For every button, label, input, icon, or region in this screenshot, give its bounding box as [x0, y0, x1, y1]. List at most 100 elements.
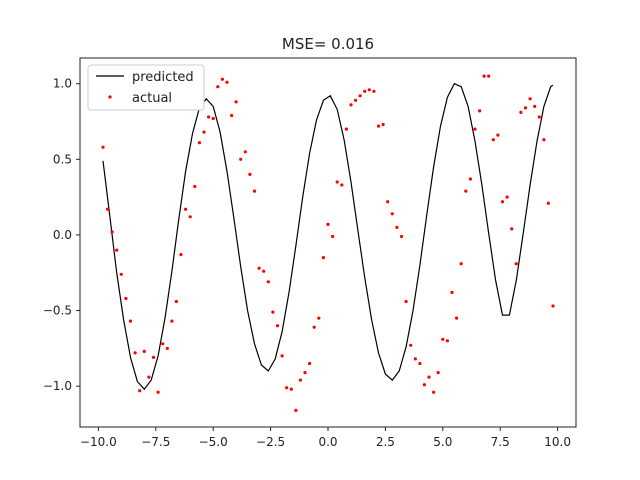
data-point-actual [363, 89, 367, 93]
data-point-actual [358, 94, 362, 98]
data-point-actual [252, 189, 257, 193]
data-point-actual [510, 227, 514, 231]
data-point-actual [230, 113, 234, 118]
data-point-actual [441, 337, 445, 341]
data-point-actual [422, 383, 426, 387]
data-point-actual [372, 89, 376, 93]
data-point-actual [202, 130, 206, 134]
data-point-actual [413, 357, 417, 361]
data-point-actual [317, 316, 321, 320]
x-tick-label: 0.0 [318, 435, 337, 449]
data-point-actual [271, 310, 275, 314]
data-point-actual [395, 225, 399, 229]
data-point-actual [262, 269, 266, 273]
y-tick-label: 1.0 [53, 77, 72, 91]
y-axis: −1.0 −0.5 0.0 0.5 1.0 [43, 77, 80, 393]
data-point-actual [312, 325, 316, 329]
x-tick-label: −10.0 [80, 435, 117, 449]
data-point-actual [505, 195, 509, 199]
data-point-actual [248, 172, 252, 176]
data-point-actual [298, 378, 302, 382]
data-point-actual [188, 215, 192, 219]
data-point-actual [331, 234, 335, 239]
data-point-actual [197, 141, 201, 145]
data-point-actual [101, 145, 105, 149]
data-point-actual [354, 98, 358, 102]
data-point-actual [478, 109, 482, 113]
series-line-predicted [102, 82, 554, 391]
data-point-actual [367, 88, 371, 92]
data-point-actual [468, 177, 472, 181]
x-tick-label: 10.0 [544, 435, 571, 449]
chart-title: MSE= 0.016 [282, 35, 374, 53]
data-point-actual [386, 200, 390, 204]
legend-actual-label: actual [132, 91, 172, 106]
data-point-actual [482, 74, 486, 78]
y-tick-label: 0.0 [53, 228, 72, 242]
data-point-actual [207, 115, 211, 119]
data-point-actual [528, 97, 532, 101]
x-tick-label: −7.5 [141, 435, 170, 449]
data-point-actual [179, 253, 183, 257]
plot-area: −10.0 −7.5 −5.0 −2.5 0.0 2.5 5.0 7.5 10.0 −1.0 −0… [43, 57, 577, 449]
data-point-actual [537, 115, 541, 119]
data-point-actual [165, 346, 169, 350]
data-point-actual [147, 375, 151, 379]
data-point-actual [487, 74, 491, 78]
y-tick-label: −1.0 [43, 379, 72, 393]
data-point-actual [115, 248, 119, 252]
data-point-actual [106, 207, 110, 211]
data-point-actual [234, 100, 238, 104]
data-point-actual [473, 127, 477, 131]
data-point-actual [239, 157, 243, 161]
data-point-actual [445, 339, 449, 343]
data-point-actual [459, 262, 463, 266]
data-point-actual [409, 343, 413, 347]
data-point-actual [285, 386, 289, 390]
legend-predicted-label: predicted [132, 70, 194, 85]
data-point-actual [500, 200, 505, 204]
data-point-actual [455, 316, 459, 320]
data-point-actual [344, 127, 348, 131]
data-point-actual [128, 319, 133, 323]
data-point-actual [211, 116, 215, 121]
data-point-actual [156, 390, 160, 394]
data-point-actual [390, 212, 394, 216]
data-point-actual [418, 361, 422, 366]
legend-actual-marker [108, 95, 112, 99]
plot-frame [79, 57, 577, 428]
data-point-actual [220, 77, 224, 81]
data-point-actual [399, 234, 404, 239]
data-point-actual [294, 408, 298, 412]
data-point-actual [289, 387, 293, 391]
data-point-actual [193, 184, 197, 189]
data-point-actual [133, 351, 137, 355]
data-point-actual [514, 262, 518, 266]
data-point-actual [523, 106, 528, 110]
y-tick-label: −0.5 [43, 304, 72, 318]
data-point-actual [381, 122, 385, 127]
data-point-actual [174, 299, 178, 304]
data-point-actual [243, 150, 247, 154]
data-point-actual [436, 371, 440, 375]
data-point-actual [326, 222, 330, 226]
x-axis: −10.0 −7.5 −5.0 −2.5 0.0 2.5 5.0 7.5 10.0 [80, 427, 571, 449]
data-point-actual [216, 85, 220, 89]
data-point-actual [427, 375, 431, 379]
data-point-actual [349, 103, 353, 107]
data-point-actual [184, 207, 188, 211]
x-tick-label: −2.5 [256, 435, 285, 449]
data-point-actual [225, 80, 229, 84]
data-point-actual [450, 290, 454, 294]
data-point-actual [257, 266, 261, 270]
x-tick-label: 2.5 [376, 435, 395, 449]
data-point-actual [161, 342, 165, 346]
x-tick-label: 5.0 [433, 435, 452, 449]
data-point-actual [138, 389, 142, 393]
y-tick-label: 0.5 [53, 152, 72, 166]
data-point-actual [151, 355, 156, 359]
data-point-actual [376, 124, 381, 128]
data-point-actual [280, 354, 284, 358]
data-point-actual [542, 138, 546, 142]
